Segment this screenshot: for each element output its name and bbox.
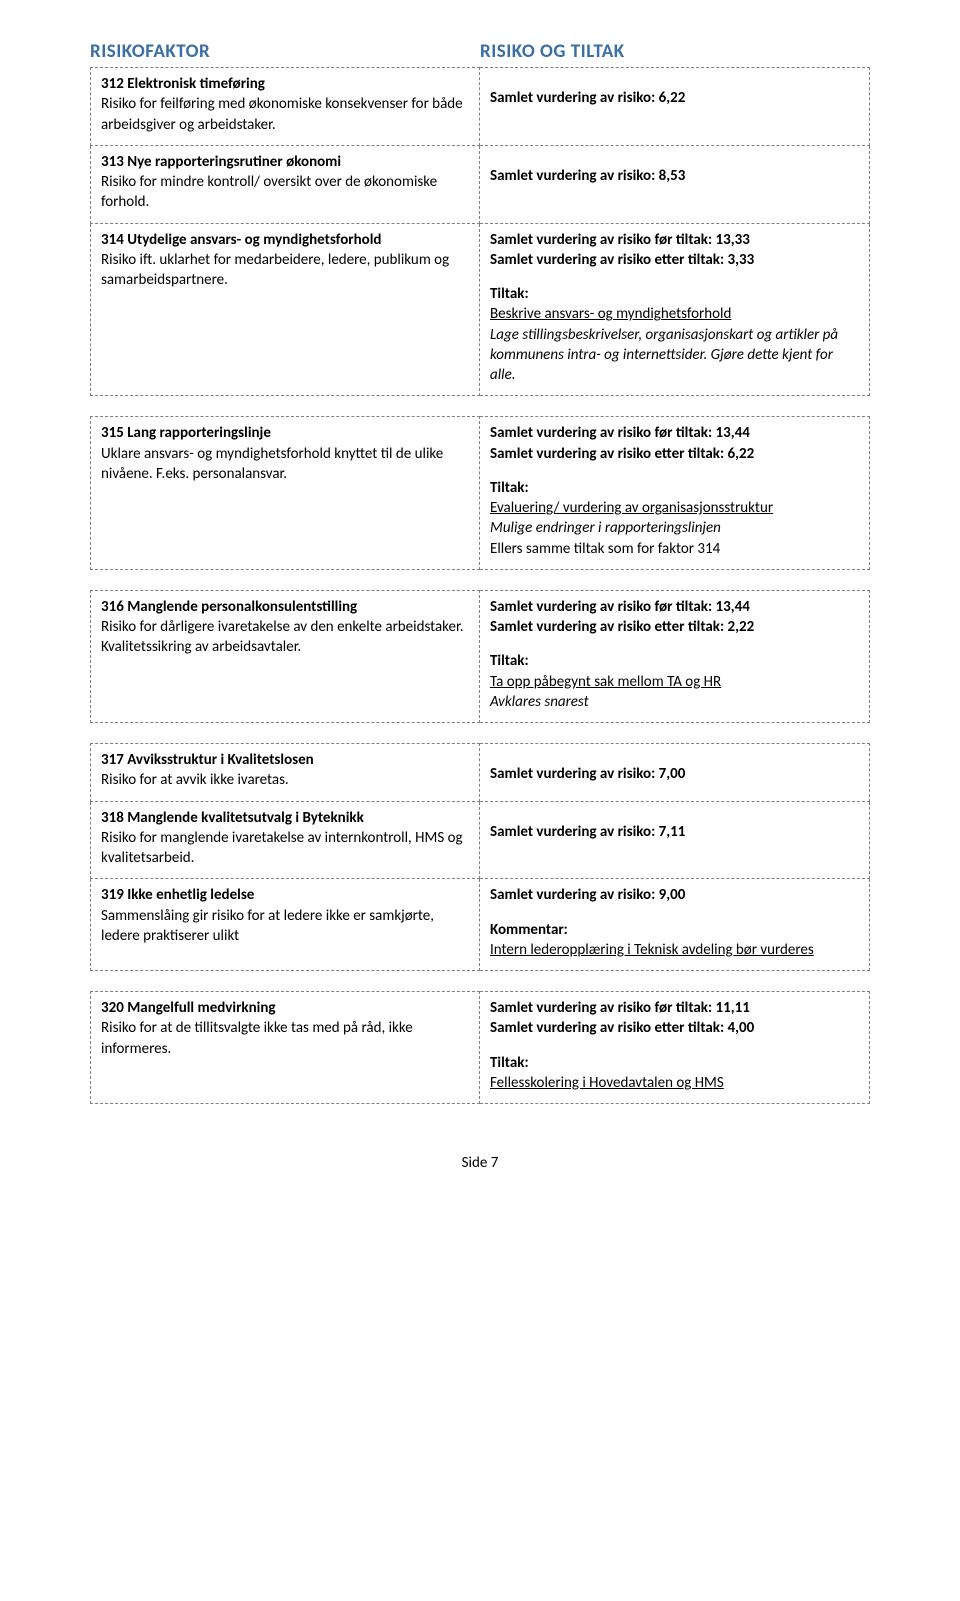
risk-body: Risiko ift. uklarhet for medarbeidere, l… <box>101 251 449 289</box>
header-risikofaktor: RISIKOFAKTOR <box>90 40 480 63</box>
risk-314-right: Samlet vurdering av risiko før tiltak: 1… <box>480 224 870 397</box>
risk-317-right: Samlet vurdering av risiko: 7,00 <box>480 743 870 802</box>
risk-body: Sammenslåing gir risiko for at ledere ik… <box>101 907 434 945</box>
group-4: 317 Avviksstruktur i Kvalitetslosen Risi… <box>90 743 870 971</box>
risk-title: 312 Elektronisk timeføring <box>101 75 265 93</box>
risk-315-left: 315 Lang rapporteringslinje Uklare ansva… <box>90 416 480 570</box>
risk-title: 317 Avviksstruktur i Kvalitetslosen <box>101 751 314 769</box>
risk-body: Risiko for at de tillitsvalgte ikke tas … <box>101 1019 413 1057</box>
tiltak-title: Fellesskolering i Hovedavtalen og HMS <box>490 1074 724 1092</box>
risk-title: 318 Manglende kvalitetsutvalg i Byteknik… <box>101 809 364 827</box>
assessment-text: Samlet vurdering av risiko: 7,11 <box>490 823 685 841</box>
group-5: 320 Mangelfull medvirkning Risiko for at… <box>90 991 870 1104</box>
risk-320-left: 320 Mangelfull medvirkning Risiko for at… <box>90 991 480 1104</box>
header-risiko-og-tiltak: RISIKO OG TILTAK <box>480 40 870 63</box>
tiltak-title: Ta opp påbegynt sak mellom TA og HR <box>490 673 721 691</box>
table-row: 317 Avviksstruktur i Kvalitetslosen Risi… <box>90 743 870 802</box>
assessment-after: Samlet vurdering av risiko etter tiltak:… <box>490 618 754 636</box>
risk-title: 316 Manglende personalkonsulentstilling <box>101 598 357 616</box>
assessment-text: Samlet vurdering av risiko: 6,22 <box>490 89 685 107</box>
table-row: 318 Manglende kvalitetsutvalg i Byteknik… <box>90 802 870 880</box>
risk-315-right: Samlet vurdering av risiko før tiltak: 1… <box>480 416 870 570</box>
table-row: 315 Lang rapporteringslinje Uklare ansva… <box>90 416 870 570</box>
tiltak-body: Mulige endringer i rapporteringslinjen <box>490 519 721 537</box>
table-row: 316 Manglende personalkonsulentstilling … <box>90 590 870 723</box>
risk-body: Risiko for manglende ivaretakelse av int… <box>101 829 463 867</box>
risk-314-left: 314 Utydelige ansvars- og myndighetsforh… <box>90 224 480 397</box>
comment-label: Kommentar: <box>490 921 568 939</box>
risk-316-right: Samlet vurdering av risiko før tiltak: 1… <box>480 590 870 723</box>
tiltak-body: Lage stillingsbeskrivelser, organisasjon… <box>490 326 838 385</box>
assessment-after: Samlet vurdering av risiko etter tiltak:… <box>490 251 754 269</box>
risk-316-left: 316 Manglende personalkonsulentstilling … <box>90 590 480 723</box>
table-row: 313 Nye rapporteringsrutiner økonomi Ris… <box>90 146 870 224</box>
risk-320-right: Samlet vurdering av risiko før tiltak: 1… <box>480 991 870 1104</box>
risk-312-left: 312 Elektronisk timeføring Risiko for fe… <box>90 67 480 146</box>
risk-313-right: Samlet vurdering av risiko: 8,53 <box>480 146 870 224</box>
risk-title: 319 Ikke enhetlig ledelse <box>101 886 254 904</box>
group-2: 315 Lang rapporteringslinje Uklare ansva… <box>90 416 870 570</box>
tiltak-label: Tiltak: <box>490 285 529 303</box>
risk-title: 313 Nye rapporteringsrutiner økonomi <box>101 153 341 171</box>
risk-318-left: 318 Manglende kvalitetsutvalg i Byteknik… <box>90 802 480 880</box>
assessment-after: Samlet vurdering av risiko etter tiltak:… <box>490 1019 754 1037</box>
table-row: 312 Elektronisk timeføring Risiko for fe… <box>90 67 870 146</box>
assessment-text: Samlet vurdering av risiko: 9,00 <box>490 886 685 904</box>
risk-title: 320 Mangelfull medvirkning <box>101 999 276 1017</box>
tiltak-label: Tiltak: <box>490 1054 529 1072</box>
table-row: 320 Mangelfull medvirkning Risiko for at… <box>90 991 870 1104</box>
tiltak-body: Avklares snarest <box>490 693 589 711</box>
risk-317-left: 317 Avviksstruktur i Kvalitetslosen Risi… <box>90 743 480 802</box>
tiltak-title: Evaluering/ vurdering av organisasjonsst… <box>490 499 773 517</box>
tiltak-label: Tiltak: <box>490 479 529 497</box>
assessment-text: Samlet vurdering av risiko: 7,00 <box>490 765 685 783</box>
assessment-before: Samlet vurdering av risiko før tiltak: 1… <box>490 424 750 442</box>
tiltak-label: Tiltak: <box>490 652 529 670</box>
group-1: 312 Elektronisk timeføring Risiko for fe… <box>90 67 870 396</box>
tiltak-title: Beskrive ansvars- og myndighetsforhold <box>490 305 731 323</box>
risk-319-right: Samlet vurdering av risiko: 9,00 Komment… <box>480 879 870 971</box>
page: RISIKOFAKTOR RISIKO OG TILTAK 312 Elektr… <box>0 0 960 1202</box>
assessment-before: Samlet vurdering av risiko før tiltak: 1… <box>490 598 750 616</box>
risk-title: 315 Lang rapporteringslinje <box>101 424 271 442</box>
risk-body: Risiko for dårligere ivaretakelse av den… <box>101 618 464 656</box>
comment-body: Intern lederopplæring i Teknisk avdeling… <box>490 941 814 959</box>
assessment-before: Samlet vurdering av risiko før tiltak: 1… <box>490 999 750 1017</box>
risk-body: Risiko for mindre kontroll/ oversikt ove… <box>101 173 437 211</box>
assessment-after: Samlet vurdering av risiko etter tiltak:… <box>490 445 754 463</box>
risk-319-left: 319 Ikke enhetlig ledelse Sammenslåing g… <box>90 879 480 971</box>
risk-318-right: Samlet vurdering av risiko: 7,11 <box>480 802 870 880</box>
page-footer: Side 7 <box>90 1154 870 1172</box>
table-row: 319 Ikke enhetlig ledelse Sammenslåing g… <box>90 879 870 971</box>
group-3: 316 Manglende personalkonsulentstilling … <box>90 590 870 723</box>
risk-312-right: Samlet vurdering av risiko: 6,22 <box>480 67 870 146</box>
table-row: 314 Utydelige ansvars- og myndighetsforh… <box>90 224 870 397</box>
risk-313-left: 313 Nye rapporteringsrutiner økonomi Ris… <box>90 146 480 224</box>
assessment-text: Samlet vurdering av risiko: 8,53 <box>490 167 685 185</box>
risk-body: Risiko for at avvik ikke ivaretas. <box>101 771 289 789</box>
risk-body: Risiko for feilføring med økonomiske kon… <box>101 95 463 133</box>
assessment-before: Samlet vurdering av risiko før tiltak: 1… <box>490 231 750 249</box>
tiltak-extra: Ellers samme tiltak som for faktor 314 <box>490 540 720 558</box>
risk-body: Uklare ansvars- og myndighetsforhold kny… <box>101 445 443 483</box>
header-row: RISIKOFAKTOR RISIKO OG TILTAK <box>90 40 870 63</box>
risk-title: 314 Utydelige ansvars- og myndighetsforh… <box>101 231 381 249</box>
